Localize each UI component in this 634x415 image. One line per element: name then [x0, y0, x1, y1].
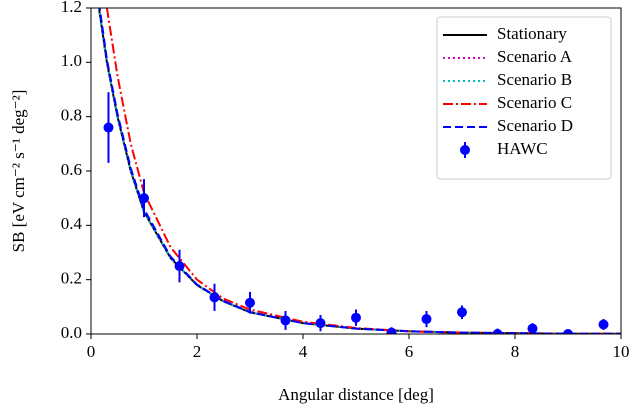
x-tick-label: 0 [87, 342, 96, 361]
y-tick-label: 0.0 [61, 323, 82, 342]
data-point [351, 312, 361, 323]
data-point [457, 307, 467, 318]
data-point [598, 319, 609, 330]
y-axis-label: SB [eV cm⁻² s⁻¹ deg⁻²] [9, 90, 28, 253]
x-tick-label: 8 [511, 342, 520, 361]
data-point [174, 261, 185, 272]
x-tick-label: 4 [299, 342, 308, 361]
x-tick-label: 10 [613, 342, 630, 361]
y-tick-label: 0.4 [61, 214, 83, 233]
data-point [245, 297, 255, 308]
plot-frame [90, 7, 622, 335]
data-point [421, 314, 432, 325]
y-tick-label: 0.8 [61, 106, 82, 125]
y-tick-label: 1.2 [61, 0, 82, 16]
legend-label: Stationary [497, 24, 567, 43]
y-tick-label: 1.0 [61, 51, 82, 70]
legend-label: Scenario A [497, 47, 573, 66]
y-tick-label: 0.6 [61, 160, 82, 179]
x-axis-label: Angular distance [deg] [278, 385, 434, 404]
legend-label: Scenario C [497, 93, 572, 112]
plot-area [97, 8, 621, 334]
data-point [563, 329, 573, 334]
data-point [280, 315, 291, 326]
x-tick-label: 2 [193, 342, 202, 361]
data-point [492, 329, 503, 334]
data-point [103, 122, 114, 133]
data-point [139, 193, 149, 204]
y-tick-label: 0.2 [61, 269, 82, 288]
data-point [209, 292, 220, 303]
legend-label: Scenario B [497, 70, 572, 89]
legend-box [436, 16, 612, 180]
legend-label: HAWC [497, 139, 548, 158]
data-point [315, 318, 326, 329]
x-tick-label: 6 [405, 342, 414, 361]
legend-label: Scenario D [497, 116, 573, 135]
line [98, 8, 621, 334]
data-point [386, 327, 397, 334]
legend-swatch [460, 145, 470, 155]
data-point [527, 323, 538, 334]
